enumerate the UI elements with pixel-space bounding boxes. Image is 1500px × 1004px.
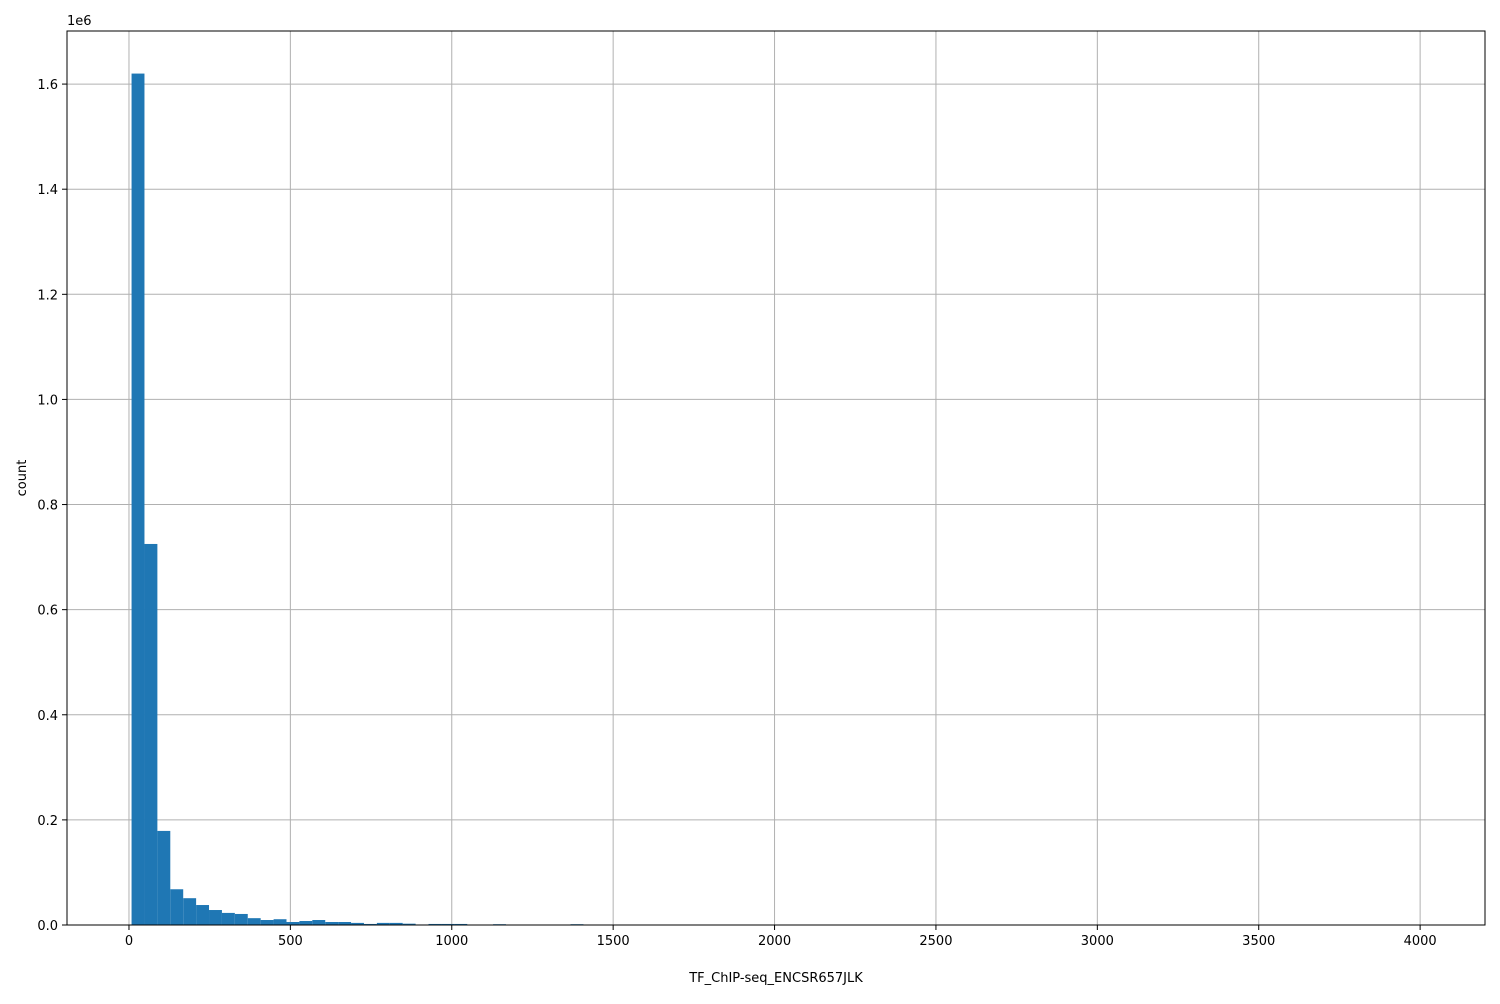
- x-tick-label: 4000: [1404, 934, 1437, 949]
- grid: [67, 31, 1485, 925]
- histogram-bar: [132, 74, 145, 925]
- x-tick-label: 3500: [1242, 934, 1275, 949]
- histogram-bar: [261, 920, 274, 925]
- y-tick-label: 0.0: [37, 919, 58, 934]
- histogram-bar: [274, 919, 287, 925]
- histogram-bar: [157, 831, 170, 925]
- x-tick-label: 3000: [1081, 934, 1114, 949]
- x-tick-label: 1500: [597, 934, 630, 949]
- x-tick-label: 0: [125, 934, 133, 949]
- y-offset-label: 1e6: [67, 14, 92, 29]
- histogram-bar: [209, 910, 222, 925]
- y-axis: 0.0 0.2 0.4 0.6 0.8 1.0 1.2 1.4 1.6: [37, 78, 67, 934]
- plot-frame: [67, 31, 1485, 925]
- y-tick-label: 1.4: [37, 183, 58, 198]
- x-tick-label: 2000: [758, 934, 791, 949]
- bars: [132, 74, 1423, 925]
- histogram-bar: [183, 898, 196, 925]
- histogram-bar: [170, 889, 183, 925]
- y-tick-label: 1.2: [37, 288, 58, 303]
- histogram-bar: [144, 544, 157, 925]
- x-tick-label: 1000: [435, 934, 468, 949]
- y-tick-label: 1.0: [37, 393, 58, 408]
- x-tick-label: 2500: [919, 934, 952, 949]
- y-tick-label: 0.8: [37, 499, 58, 514]
- y-tick-label: 0.4: [37, 709, 58, 724]
- y-tick-label: 0.6: [37, 604, 58, 619]
- histogram-bar: [299, 921, 312, 925]
- y-axis-label: count: [15, 460, 30, 497]
- histogram-bar: [235, 914, 248, 925]
- histogram-bar: [222, 913, 235, 925]
- histogram-bar: [248, 918, 261, 925]
- y-tick-label: 1.6: [37, 78, 58, 93]
- x-axis: 0 500 1000 1500 2000 2500 3000 3500 4000: [125, 925, 1437, 949]
- x-tick-label: 500: [278, 934, 303, 949]
- y-tick-label: 0.2: [37, 814, 58, 829]
- histogram-bar: [312, 920, 325, 925]
- histogram-bar: [196, 905, 209, 925]
- x-axis-label: TF_ChIP-seq_ENCSR657JLK: [688, 971, 863, 986]
